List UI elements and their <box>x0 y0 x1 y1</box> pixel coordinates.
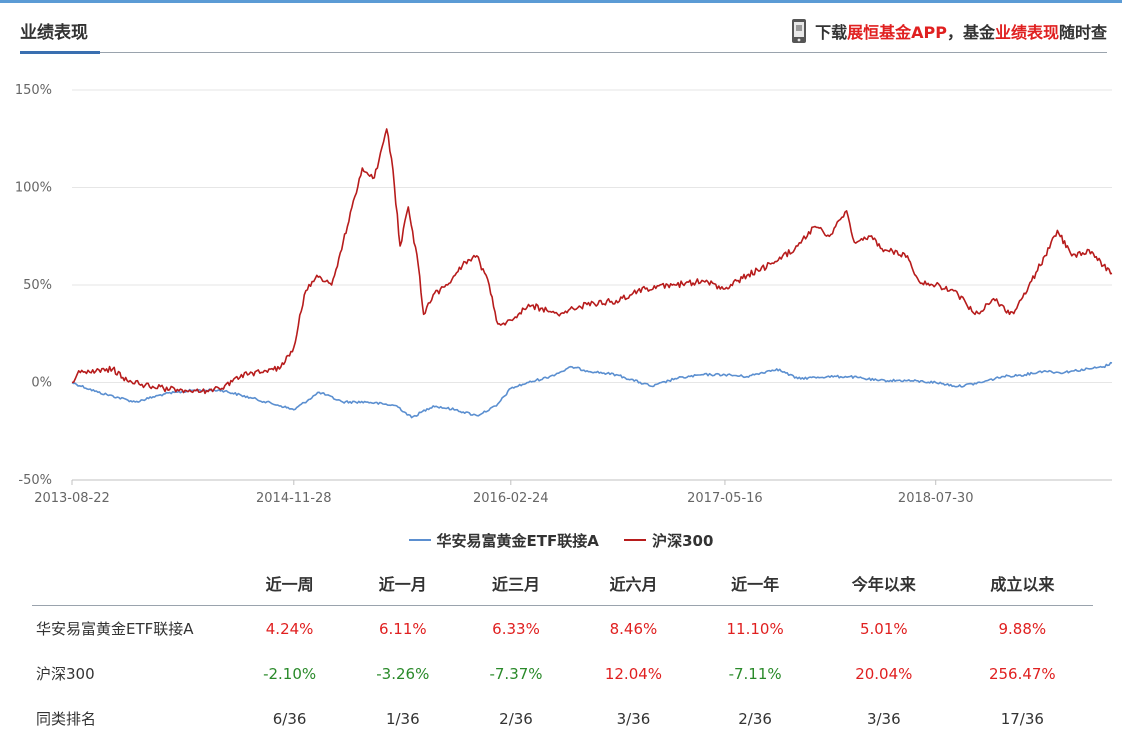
table-cell: 6.33% <box>492 619 540 638</box>
table-cell: 11.10% <box>726 619 784 638</box>
chart-legend: 华安易富黄金ETF联接A 沪深300 <box>0 527 1122 551</box>
section-header: 业绩表现 下载 展恒基金APP ，基金 业绩表现 随时查 <box>20 14 1107 54</box>
section-title: 业绩表现 <box>20 23 88 43</box>
promo-suffix: 随时查 <box>1058 23 1107 42</box>
y-tick-label: -50% <box>18 473 52 488</box>
app-promo[interactable]: 下载 展恒基金APP ，基金 业绩表现 随时查 <box>791 18 1107 44</box>
promo-mid: ，基金 <box>946 23 995 42</box>
x-tick-label: 2013-08-22 <box>34 491 110 506</box>
x-tick-label: 2014-11-28 <box>256 491 332 506</box>
x-tick-label: 2018-07-30 <box>898 491 974 506</box>
row-label: 沪深300 <box>36 665 95 683</box>
row-label: 华安易富黄金ETF联接A <box>36 620 194 638</box>
col-header: 近一年 <box>694 561 816 606</box>
performance-line-chart: 150% 100% 50% 0% -50% 2013-08-22 2014-11-28 201… <box>15 83 1113 506</box>
row-label: 同类排名 <box>36 710 97 728</box>
x-tick-label: 2016-02-24 <box>473 491 549 506</box>
col-header <box>32 561 233 606</box>
table-cell: 9.88% <box>998 619 1047 638</box>
table-cell: -3.26% <box>376 664 430 683</box>
col-header: 今年以来 <box>815 561 952 606</box>
performance-table: 近一周 近一月 近三月 近六月 近一年 今年以来 成立以来 华安易富黄金ETF联… <box>32 561 1093 741</box>
table-cell: 2/36 <box>499 709 533 728</box>
promo-performance[interactable]: 业绩表现 <box>994 23 1059 42</box>
table-row: 同类排名 6/36 1/36 2/36 3/36 2/36 3/36 17/36 <box>32 696 1093 741</box>
table-cell: -7.37% <box>489 664 543 683</box>
col-header: 近一月 <box>346 561 460 606</box>
legend-label-fund: 华安易富黄金ETF联接A <box>436 531 599 550</box>
table-cell: 12.04% <box>604 664 663 683</box>
table-cell: -2.10% <box>263 664 317 683</box>
col-header: 近一周 <box>233 561 347 606</box>
table-cell: 256.47% <box>988 664 1056 683</box>
col-header: 成立以来 <box>951 561 1093 606</box>
legend-item-index[interactable]: 沪深300 <box>624 530 713 551</box>
table-cell: 3/36 <box>866 709 901 728</box>
table-cell: 5.01% <box>859 619 908 638</box>
phone-icon <box>792 19 807 43</box>
y-tick-label: 100% <box>15 181 52 196</box>
table-cell: 4.24% <box>265 619 314 638</box>
y-tick-label: 150% <box>15 83 52 98</box>
series-line-0 <box>71 361 1113 419</box>
title-underline <box>20 51 100 54</box>
table-cell: 1/36 <box>385 709 420 728</box>
table-header-row: 近一周 近一月 近三月 近六月 近一年 今年以来 成立以来 <box>32 561 1093 606</box>
table-cell: 3/36 <box>616 709 651 728</box>
legend-swatch-fund <box>408 539 431 541</box>
table-cell: 20.04% <box>855 664 913 683</box>
table-cell: 17/36 <box>1000 709 1044 728</box>
col-header: 近六月 <box>572 561 695 606</box>
table-cell: 8.46% <box>609 619 658 638</box>
y-tick-label: 0% <box>31 376 52 391</box>
table-row: 沪深300 -2.10% -3.26% -7.37% 12.04% -7.11% 20.04… <box>32 651 1093 696</box>
table-cell: 6.11% <box>378 619 427 638</box>
legend-swatch-index <box>624 539 647 541</box>
table-cell: -7.11% <box>728 664 782 683</box>
table-cell: 2/36 <box>738 709 772 728</box>
promo-prefix: 下载 <box>815 23 848 42</box>
col-header: 近三月 <box>459 561 573 606</box>
promo-app-name[interactable]: 展恒基金APP <box>847 23 947 42</box>
table-cell: 6/36 <box>272 709 307 728</box>
legend-item-fund[interactable]: 华安易富黄金ETF联接A <box>408 530 599 551</box>
top-accent-strip <box>0 0 1122 3</box>
y-tick-label: 50% <box>23 278 52 293</box>
x-tick-label: 2017-05-16 <box>687 491 763 506</box>
table-row: 华安易富黄金ETF联接A 4.24% 6.11% 6.33% 8.46% 11.10% 5.… <box>32 606 1093 652</box>
legend-label-index: 沪深300 <box>652 531 714 550</box>
series-line-1 <box>71 128 1113 395</box>
